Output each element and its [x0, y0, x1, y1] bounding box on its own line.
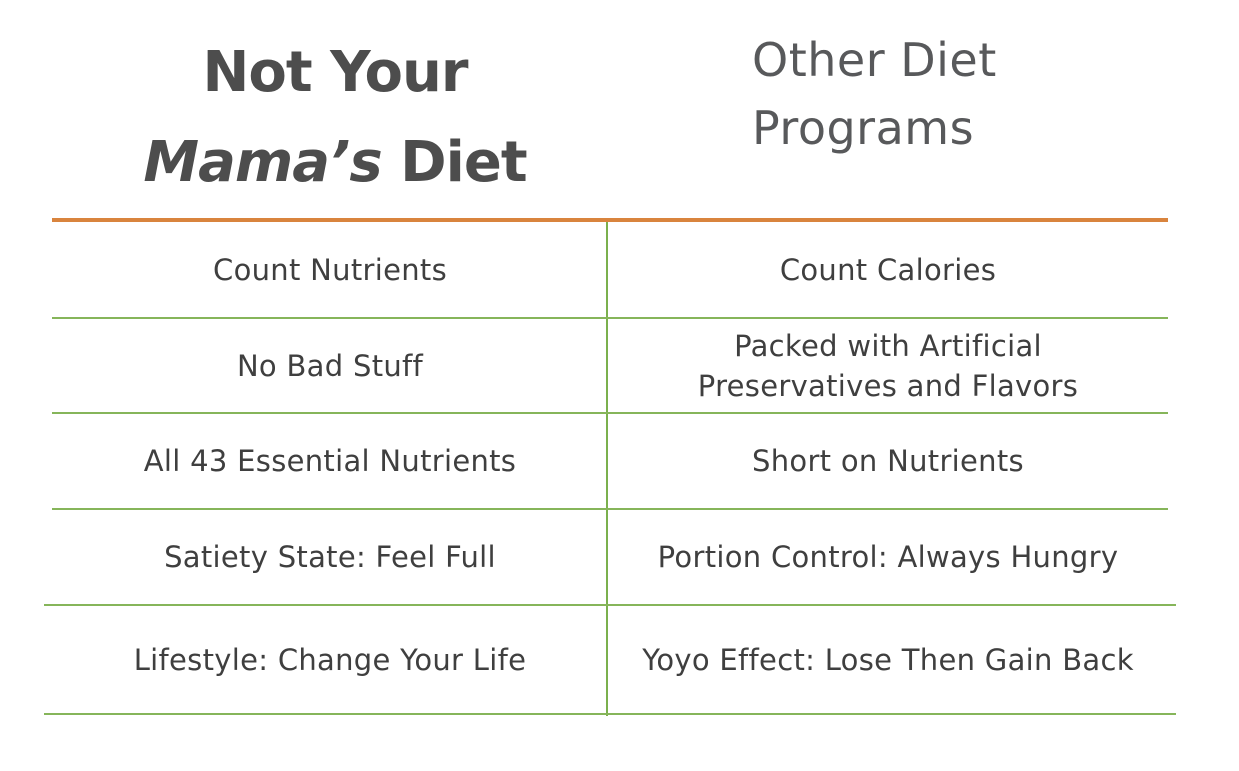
- title-left-line1: Not Your: [202, 40, 469, 105]
- row-4-right: Portion Control: Always Hungry: [657, 540, 1119, 574]
- title-left-italic: Mama’s: [143, 130, 382, 195]
- row-4-left: Satiety State: Feel Full: [164, 540, 496, 574]
- title-right-line2: Programs: [752, 101, 975, 155]
- row-5-left: Lifestyle: Change Your Life: [133, 642, 527, 677]
- title-left-line2: Mama’s Diet: [130, 118, 540, 208]
- row-divider: [52, 412, 1168, 414]
- row-2-right-line2: Preservatives and Flavors: [697, 368, 1079, 403]
- title-right: Other Diet Programs: [752, 26, 1112, 162]
- title-left: Not Your Mama’s Diet: [130, 28, 540, 208]
- row-3-left: All 43 Essential Nutrients: [143, 444, 517, 478]
- row-divider: [52, 317, 1168, 319]
- row-3-right: Short on Nutrients: [752, 444, 1024, 478]
- row-divider: [52, 508, 1168, 510]
- row-1-left: Count Nutrients: [213, 252, 447, 287]
- row-1-right: Count Calories: [779, 252, 997, 287]
- row-2-left: No Bad Stuff: [236, 348, 424, 383]
- column-divider: [606, 222, 608, 716]
- row-2-right: Packed with Artificial Preservatives and…: [608, 319, 1168, 412]
- title-right-line1: Other Diet: [752, 33, 997, 87]
- row-divider: [44, 604, 1176, 606]
- row-2-right-line1: Packed with Artificial: [734, 328, 1042, 363]
- row-5-right: Yoyo Effect: Lose Then Gain Back: [642, 642, 1134, 677]
- title-left-rest: Diet: [381, 130, 527, 195]
- row-divider: [44, 713, 1176, 715]
- header-divider: [52, 218, 1168, 222]
